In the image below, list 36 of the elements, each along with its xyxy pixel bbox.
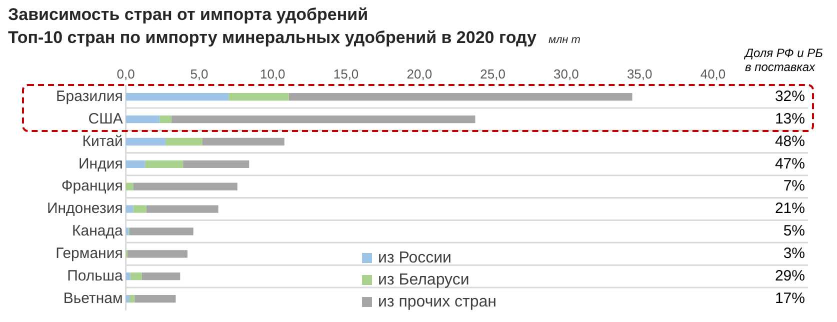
text: 21%: [774, 200, 805, 218]
text: 29%: [774, 267, 805, 284]
text: 32%: [774, 88, 805, 105]
y-tick-label: Канада: [72, 222, 124, 240]
x-axis-title: млн т: [548, 34, 580, 46]
legend-label: из Беларуси: [378, 271, 470, 288]
y-tick-label: США: [88, 110, 123, 128]
y-tick-label: Германия: [56, 245, 123, 262]
text: 3%: [783, 245, 805, 262]
y-tick-label: Индонезия: [46, 200, 123, 218]
x-tick-label: 15,0: [333, 66, 359, 82]
text: 13%: [774, 110, 805, 128]
y-tick-label: Польша: [67, 267, 124, 284]
x-tick-label: 35,0: [626, 66, 652, 82]
text: 48%: [774, 132, 805, 150]
y-tick-label: Вьетнам: [63, 290, 123, 307]
y-tick-label: Бразилия: [56, 88, 123, 105]
text: 5%: [783, 222, 805, 240]
y-tick-label: Китай: [82, 132, 123, 150]
x-tick-label: 25,0: [480, 66, 506, 82]
x-tick-label: 40,0: [700, 66, 726, 82]
y-tick-label: Франция: [61, 178, 123, 195]
x-tick-label: 30,0: [554, 66, 579, 82]
chart-title: Зависимость стран от импорта удобрений: [8, 5, 368, 25]
x-tick-label: 0,0: [116, 66, 135, 82]
text: 7%: [783, 178, 805, 195]
text: Доля РФ и РБ в поставках: [745, 46, 824, 74]
legend-label: из прочих стран: [378, 293, 497, 310]
legend-label: из России: [378, 249, 452, 266]
text: 47%: [774, 155, 805, 172]
text: 17%: [774, 290, 805, 307]
y-tick-label: Индия: [78, 155, 123, 172]
x-tick-label: 10,0: [260, 66, 286, 82]
x-tick-label: 20,0: [406, 66, 432, 82]
x-tick-label: 5,0: [190, 66, 208, 82]
chart-subtitle: Топ-10 стран по импорту минеральных удобрений в 2020 году: [8, 28, 536, 47]
